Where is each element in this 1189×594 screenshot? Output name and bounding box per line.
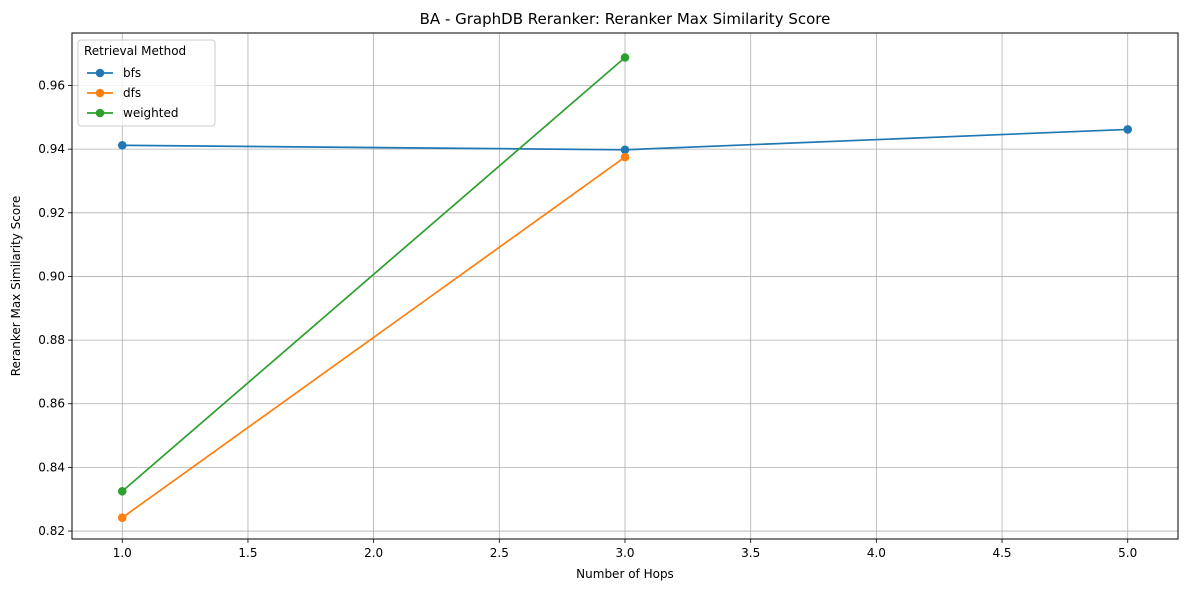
data-point-weighted xyxy=(620,53,630,62)
y-tick-label: 0.82 xyxy=(38,524,65,538)
x-tick-label: 2.0 xyxy=(364,546,383,560)
chart-title: BA - GraphDB Reranker: Reranker Max Simi… xyxy=(420,10,831,28)
x-tick-label: 4.0 xyxy=(867,546,886,560)
y-tick-label: 0.90 xyxy=(38,269,65,283)
x-tick-label: 3.0 xyxy=(615,546,634,560)
series-line-dfs xyxy=(121,156,626,519)
legend-box xyxy=(77,39,216,127)
data-point-bfs xyxy=(1123,125,1133,134)
grid-lines xyxy=(72,33,1178,539)
y-tick-label: 0.88 xyxy=(38,333,65,347)
series-layer xyxy=(117,53,1133,522)
series-line-weighted xyxy=(121,56,626,492)
legend-title: Retrieval Method xyxy=(84,44,186,58)
x-tick-label: 3.5 xyxy=(741,546,760,560)
y-tick-label: 0.94 xyxy=(38,142,65,156)
legend-entry-dfs: dfs xyxy=(87,86,141,100)
data-point-bfs xyxy=(117,141,127,150)
x-tick-label: 4.5 xyxy=(992,546,1011,560)
x-tick-label: 5.0 xyxy=(1118,546,1137,560)
series-weighted xyxy=(117,53,630,496)
legend-entry-bfs: bfs xyxy=(87,66,141,80)
data-point-dfs xyxy=(117,513,127,522)
x-axis-label: Number of Hops xyxy=(576,567,674,581)
x-tick-label: 2.5 xyxy=(490,546,509,560)
data-point-bfs xyxy=(620,145,630,155)
legend-entries: bfs dfs weighted xyxy=(87,66,178,120)
legend-entry-weighted: weighted xyxy=(87,106,178,120)
y-tick-label: 0.84 xyxy=(38,460,65,474)
legend-label: bfs xyxy=(123,66,141,80)
y-axis-label: Reranker Max Similarity Score xyxy=(9,196,23,377)
x-tick-label: 1.5 xyxy=(238,546,257,560)
y-tick-label: 0.96 xyxy=(38,79,65,93)
legend-marker-swatch xyxy=(95,68,105,78)
axis-ticks: 1.0 1.5 2.0 2.5 3.0 3.5 4.0 4.5 5.0 0.82 0.84 0.86 0… xyxy=(38,79,1137,560)
legend: Retrieval Method bfs dfs weighted xyxy=(77,39,216,127)
series-bfs xyxy=(117,125,1133,155)
legend-label: dfs xyxy=(123,86,141,100)
x-tick-label: 1.0 xyxy=(113,546,132,560)
data-point-weighted xyxy=(117,486,127,496)
data-point-dfs xyxy=(620,152,630,162)
legend-marker-swatch xyxy=(95,108,105,118)
legend-marker-swatch xyxy=(95,88,105,98)
series-dfs xyxy=(117,152,630,522)
legend-label: weighted xyxy=(123,106,178,120)
y-tick-label: 0.86 xyxy=(38,397,65,411)
y-tick-label: 0.92 xyxy=(38,206,65,220)
